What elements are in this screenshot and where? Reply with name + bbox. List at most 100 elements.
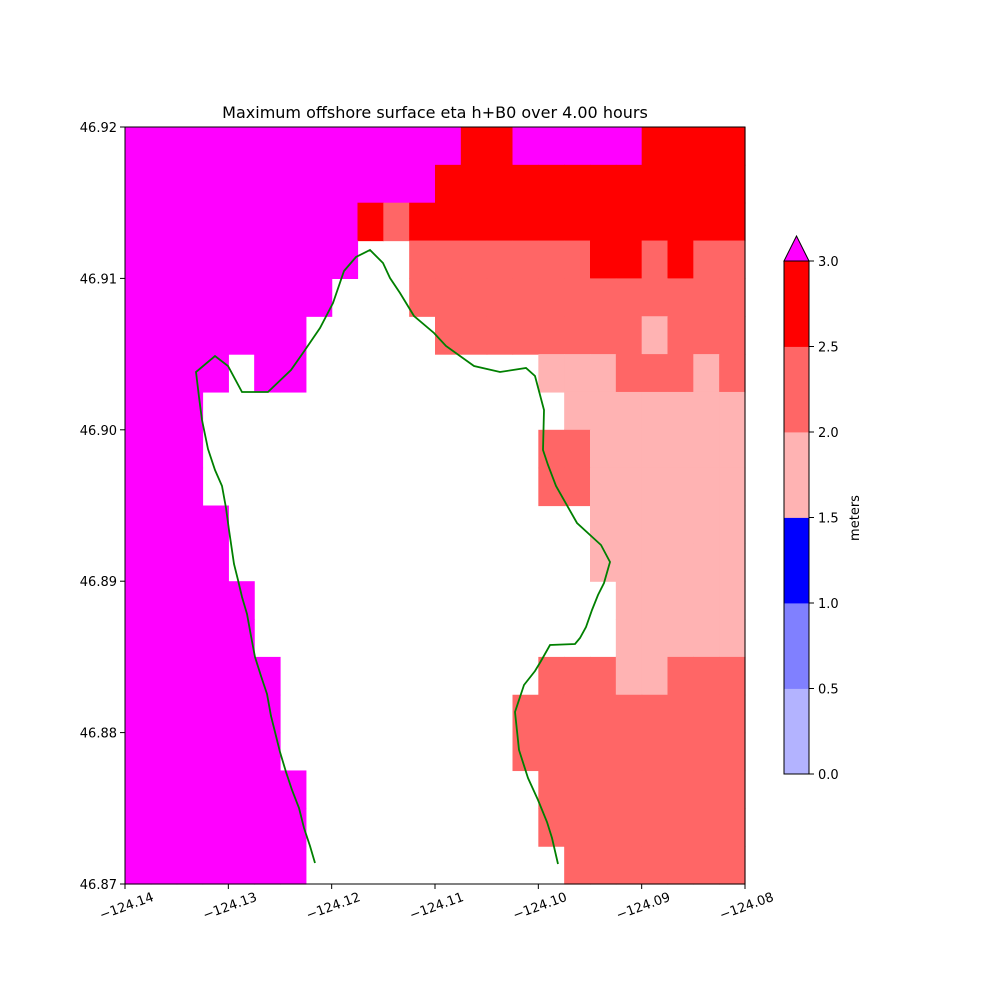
heatmap-cell (150, 694, 178, 734)
heatmap-cell (125, 694, 152, 734)
heatmap-cell (615, 391, 643, 431)
heatmap-cell (280, 846, 307, 885)
heatmap-cell (564, 808, 591, 847)
colorbar-tick-label: 1.0 (818, 597, 839, 612)
heatmap-cell (564, 732, 591, 772)
heatmap-cell (176, 467, 204, 507)
heatmap-cell (125, 770, 152, 809)
heatmap-cell (125, 505, 152, 544)
heatmap-cell (176, 429, 204, 469)
heatmap-cell (125, 127, 152, 166)
heatmap-cell (719, 619, 746, 658)
heatmap-cell (460, 278, 488, 317)
heatmap-cell (590, 732, 617, 772)
heatmap-cell (228, 581, 255, 620)
heatmap-cell (538, 202, 565, 242)
y-tick-label: 46.90 (80, 424, 117, 439)
heatmap-cell (176, 619, 204, 658)
heatmap-cell (667, 164, 694, 204)
heatmap-cell (590, 846, 617, 885)
heatmap-cell (693, 391, 720, 431)
heatmap-cell (228, 619, 255, 658)
heatmap-cell (357, 202, 384, 242)
heatmap-cell (641, 846, 669, 885)
heatmap-cell (615, 467, 643, 507)
heatmap-cell (176, 732, 204, 772)
heatmap-cell (719, 127, 746, 166)
heatmap-cell (693, 278, 720, 317)
heatmap-cell (667, 127, 694, 166)
heatmap-cell (150, 543, 178, 582)
heatmap-cell (641, 354, 669, 393)
heatmap-cell (564, 467, 591, 507)
heatmap-cell (409, 127, 436, 166)
heatmap-cell (667, 581, 694, 620)
heatmap-cell (693, 581, 720, 620)
heatmap-cell (641, 278, 669, 317)
heatmap-cell (641, 202, 669, 242)
heatmap-cell (331, 127, 359, 166)
heatmap-cell (615, 354, 643, 393)
heatmap-cell (202, 694, 229, 734)
heatmap-cell (486, 202, 514, 242)
heatmap-cell (254, 127, 281, 166)
x-tick-label: −124.08 (718, 890, 776, 923)
heatmap-cell (435, 240, 462, 279)
heatmap-cell (590, 656, 617, 696)
heatmap-cell (512, 316, 539, 355)
heatmap-cell (615, 127, 643, 166)
heatmap-cell (176, 240, 204, 279)
heatmap-cell (254, 656, 281, 696)
heatmap-cell (150, 505, 178, 544)
heatmap-cell (615, 278, 643, 317)
heatmap-cell (615, 619, 643, 658)
heatmap-cell (615, 505, 643, 544)
heatmap-cell (280, 240, 307, 279)
colorbar-segment (784, 432, 809, 518)
heatmap-cell (228, 278, 255, 317)
heatmap-cell (254, 278, 281, 317)
heatmap-cell (615, 694, 643, 734)
heatmap-cell (615, 656, 643, 696)
heatmap-cell (486, 164, 514, 204)
heatmap-cell (693, 467, 720, 507)
heatmap-cell (280, 808, 307, 847)
heatmap-cell (693, 543, 720, 582)
x-tick-label: −124.10 (511, 890, 569, 923)
heatmap-cell (125, 619, 152, 658)
heatmap-cell (150, 164, 178, 204)
heatmap-cell (590, 240, 617, 279)
heatmap-cell (383, 202, 410, 242)
heatmap-cell (564, 846, 591, 885)
heatmap-cell (202, 354, 229, 393)
heatmap-cell (486, 316, 514, 355)
heatmap-cell (641, 656, 669, 696)
heatmap-cell (305, 164, 333, 204)
heatmap-cell (667, 694, 694, 734)
heatmap-cell (357, 127, 384, 166)
heatmap-cell (719, 808, 746, 847)
heatmap-cell (150, 732, 178, 772)
colorbar-tick-label: 1.5 (818, 512, 839, 527)
heatmap-cell (176, 202, 204, 242)
heatmap-cell (254, 846, 281, 885)
heatmap-cell (590, 354, 617, 393)
heatmap-cell (150, 391, 178, 431)
heatmap-cell (280, 202, 307, 242)
heatmap-cell (228, 770, 255, 809)
heatmap-cell (538, 316, 565, 355)
heatmap-cells (125, 127, 746, 885)
colorbar-tick-label: 2.5 (818, 341, 839, 356)
heatmap-cell (176, 164, 204, 204)
heatmap-cell (486, 127, 514, 166)
heatmap-cell (641, 240, 669, 279)
heatmap-cell (538, 656, 565, 696)
heatmap-cell (693, 656, 720, 696)
heatmap-cell (641, 127, 669, 166)
heatmap-cell (202, 240, 229, 279)
heatmap-cell (641, 808, 669, 847)
heatmap-cell (641, 316, 669, 355)
heatmap-cell (125, 467, 152, 507)
heatmap-cell (693, 202, 720, 242)
